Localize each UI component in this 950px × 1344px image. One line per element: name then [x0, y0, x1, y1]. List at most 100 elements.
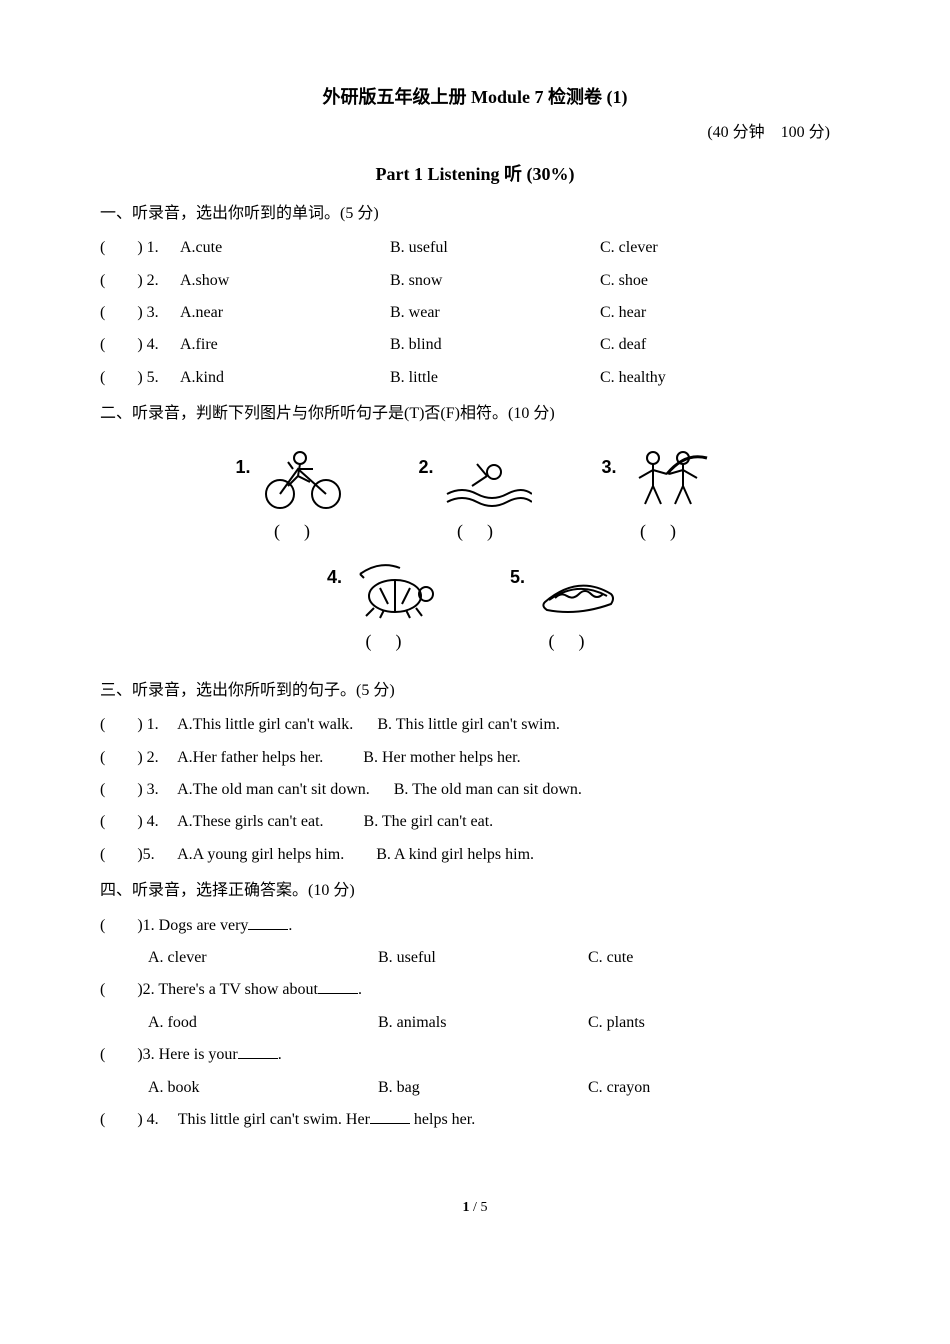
answer-paren: () — [525, 624, 609, 658]
section1-heading: 一、听录音，选出你听到的单词。(5 分) — [100, 199, 850, 229]
sec4-q4: ( ) 4. This little girl can't swim. Her … — [100, 1105, 850, 1135]
answer-paren: () — [250, 514, 334, 548]
section2-heading: 二、听录音，判断下列图片与你所听句子是(T)否(F)相符。(10 分) — [100, 399, 850, 429]
sec4-q2: ( )2. There's a TV show about. — [100, 975, 850, 1005]
sec4-q3: ( )3. Here is your. — [100, 1040, 850, 1070]
sec3-row: ( ) 2. A.Her father helps her. B. Her mo… — [100, 743, 850, 773]
image-number: 5. — [510, 560, 525, 594]
image-grid: 1. () 2. () 3. () — [100, 444, 850, 658]
option-a: A.cute — [180, 233, 390, 263]
option-a: A. clever — [148, 943, 378, 973]
stem-text-2: helps her. — [410, 1111, 475, 1128]
turtle-icon — [350, 554, 440, 622]
sec3-row: ( )5. A.A young girl helps him. B. A kin… — [100, 840, 850, 870]
page-total: 5 — [480, 1200, 487, 1215]
paren: ( )5. — [100, 840, 174, 870]
option-c: C. crayon — [588, 1073, 768, 1103]
bicycle-icon — [258, 444, 348, 512]
paren: ( ) 1. — [100, 710, 174, 740]
sec4-q3-options: A. book B. bag C. crayon — [100, 1073, 850, 1103]
page-number: 1 / 5 — [100, 1195, 850, 1222]
timing: (40 分钟 100 分) — [100, 118, 850, 148]
option-b: B. The old man can sit down. — [394, 781, 582, 798]
sec1-row: ( ) 4. A.fire B. blind C. deaf — [100, 330, 850, 360]
answer-paren: () — [341, 624, 425, 658]
paren: ( ) 4. — [100, 1105, 174, 1135]
sec4-q2-options: A. food B. animals C. plants — [100, 1008, 850, 1038]
option-b: B. little — [390, 363, 600, 393]
sec4-q1-options: A. clever B. useful C. cute — [100, 943, 850, 973]
option-b: B. animals — [378, 1008, 588, 1038]
sec4-q1: ( )1. Dogs are very. — [100, 911, 850, 941]
option-a: A.near — [180, 298, 390, 328]
option-b: B. Her mother helps her. — [363, 749, 520, 766]
option-b: B. The girl can't eat. — [364, 813, 494, 830]
option-b: B. wear — [390, 298, 600, 328]
image-row-1: 1. () 2. () 3. () — [100, 444, 850, 548]
option-c: C. shoe — [600, 266, 800, 296]
option-a: A. book — [148, 1073, 378, 1103]
fill-blank — [318, 993, 358, 994]
option-c: C. cute — [588, 943, 768, 973]
sec1-row: ( ) 3. A.near B. wear C. hear — [100, 298, 850, 328]
answer-paren: () — [433, 514, 517, 548]
option-a: A.fire — [180, 330, 390, 360]
sec1-row: ( ) 1. A.cute B. useful C. clever — [100, 233, 850, 263]
fill-blank — [238, 1058, 278, 1059]
option-b: B. useful — [390, 233, 600, 263]
stem-end: . — [288, 917, 292, 934]
option-b: B. This little girl can't swim. — [377, 716, 560, 733]
option-a: A.kind — [180, 363, 390, 393]
option-a: A. food — [148, 1008, 378, 1038]
page-current: 1 — [463, 1200, 470, 1215]
page-sep: / — [470, 1200, 481, 1215]
sec3-row: ( ) 3. A.The old man can't sit down. B. … — [100, 775, 850, 805]
image-item: 4. () — [327, 554, 440, 658]
option-b: B. snow — [390, 266, 600, 296]
image-number: 4. — [327, 560, 342, 594]
paren: ( ) 1. — [100, 233, 180, 263]
stem-end: . — [358, 981, 362, 998]
paren: ( ) 4. — [100, 330, 180, 360]
stem-text-1: This little girl can't swim. Her — [178, 1111, 370, 1128]
paren-stem: ( )1. Dogs are very — [100, 917, 248, 934]
swim-icon — [442, 444, 532, 512]
option-c: C. healthy — [600, 363, 800, 393]
option-b: B. useful — [378, 943, 588, 973]
sec1-row: ( ) 2. A.show B. snow C. shoe — [100, 266, 850, 296]
fill-blank — [248, 929, 288, 930]
answer-paren: () — [616, 514, 700, 548]
section3-heading: 三、听录音，选出你所听到的句子。(5 分) — [100, 676, 850, 706]
paren: ( ) 3. — [100, 298, 180, 328]
paren: ( ) 5. — [100, 363, 180, 393]
image-item: 3. () — [602, 444, 715, 548]
sec3-row: ( ) 1. A.This little girl can't walk. B.… — [100, 710, 850, 740]
option-a: A.These girls can't eat. — [177, 813, 323, 830]
image-item: 5. () — [510, 554, 623, 658]
option-b: B. blind — [390, 330, 600, 360]
image-number: 2. — [418, 450, 433, 484]
option-c: C. hear — [600, 298, 800, 328]
sec3-row: ( ) 4. A.These girls can't eat. B. The g… — [100, 807, 850, 837]
option-a: A.This little girl can't walk. — [177, 716, 353, 733]
paren-stem: ( )3. Here is your — [100, 1046, 238, 1063]
part-heading: Part 1 Listening 听 (30%) — [100, 157, 850, 191]
sec1-row: ( ) 5. A.kind B. little C. healthy — [100, 363, 850, 393]
image-item: 1. () — [235, 444, 348, 548]
option-b: B. bag — [378, 1073, 588, 1103]
hotdog-icon — [533, 554, 623, 622]
paren-stem: ( )2. There's a TV show about — [100, 981, 318, 998]
paren: ( ) 3. — [100, 775, 174, 805]
paren: ( ) 2. — [100, 743, 174, 773]
fill-blank — [370, 1123, 410, 1124]
image-row-2: 4. () 5. () — [100, 554, 850, 658]
option-a: A.show — [180, 266, 390, 296]
doc-title: 外研版五年级上册 Module 7 检测卷 (1) — [100, 80, 850, 114]
stem-end: . — [278, 1046, 282, 1063]
image-number: 3. — [602, 450, 617, 484]
image-number: 1. — [235, 450, 250, 484]
option-a: A.A young girl helps him. — [177, 846, 344, 863]
option-a: A.The old man can't sit down. — [177, 781, 370, 798]
section4-heading: 四、听录音，选择正确答案。(10 分) — [100, 876, 850, 906]
option-c: C. deaf — [600, 330, 800, 360]
